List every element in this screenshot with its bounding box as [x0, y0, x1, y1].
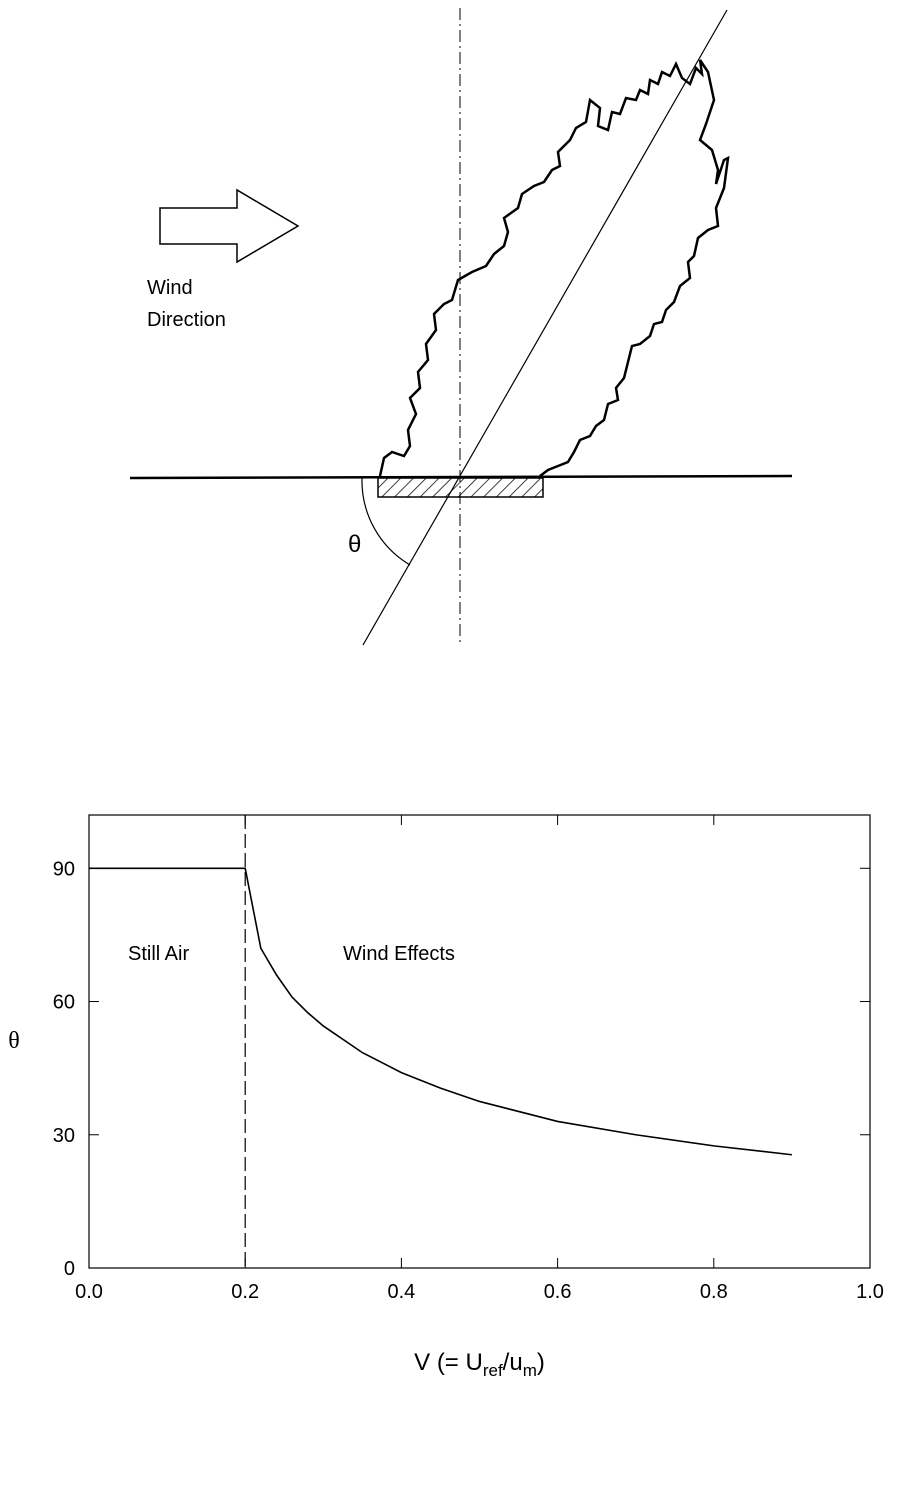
x-axis-label-part: V (= U: [414, 1349, 483, 1376]
x-tick-label: 0.6: [544, 1281, 572, 1303]
x-tick-label: 1.0: [856, 1281, 884, 1303]
annotation: Wind Effects: [343, 943, 455, 965]
x-axis-label-part: ref: [483, 1361, 503, 1380]
x-axis-label-part: /u: [503, 1349, 523, 1376]
x-axis-label: V (= Uref/um): [414, 1349, 545, 1380]
diagram: Wind Direction θ: [129, 8, 793, 646]
ground-line: [129, 474, 793, 480]
plot-frame: [88, 814, 871, 1269]
plume-axis: [362, 9, 728, 646]
y-tick-label: 30: [53, 1125, 75, 1147]
x-tick-label: 0.2: [231, 1281, 259, 1303]
annotation: Still Air: [128, 943, 189, 965]
x-tick-label: 0.0: [75, 1281, 103, 1303]
data-line: [89, 867, 792, 1156]
x-tick-label: 0.4: [387, 1281, 415, 1303]
x-axis-label-part: ): [537, 1349, 545, 1376]
plume-outline: [378, 59, 730, 477]
angle-label: θ: [348, 531, 361, 558]
chart: 0.0 0.2 0.4 0.6 0.8 1.0 0 30 60 90 θ V (= Uref/um) S…: [8, 814, 884, 1380]
y-tick-label: 0: [64, 1258, 75, 1280]
wind-label: Direction: [147, 309, 226, 331]
y-tick-label: 90: [53, 858, 75, 880]
wind-label: Wind: [147, 277, 193, 299]
y-tick-label: 60: [53, 992, 75, 1014]
angle-arc: [361, 477, 411, 566]
y-axis-label: θ: [8, 1028, 20, 1054]
x-axis-label-part: m: [523, 1361, 537, 1380]
x-tick-label: 0.8: [700, 1281, 728, 1303]
wind-arrow: [159, 188, 300, 264]
